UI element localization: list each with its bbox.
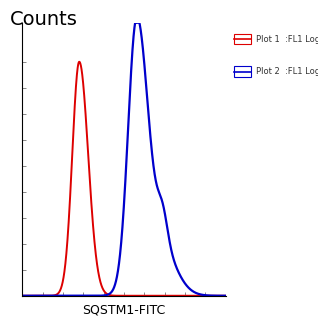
Text: Plot 1  :FL1 Log: Plot 1 :FL1 Log [256,34,318,44]
X-axis label: SQSTM1-FITC: SQSTM1-FITC [82,304,166,317]
Text: Counts: Counts [10,10,77,29]
Text: Plot 2  :FL1 Log: Plot 2 :FL1 Log [256,67,318,76]
